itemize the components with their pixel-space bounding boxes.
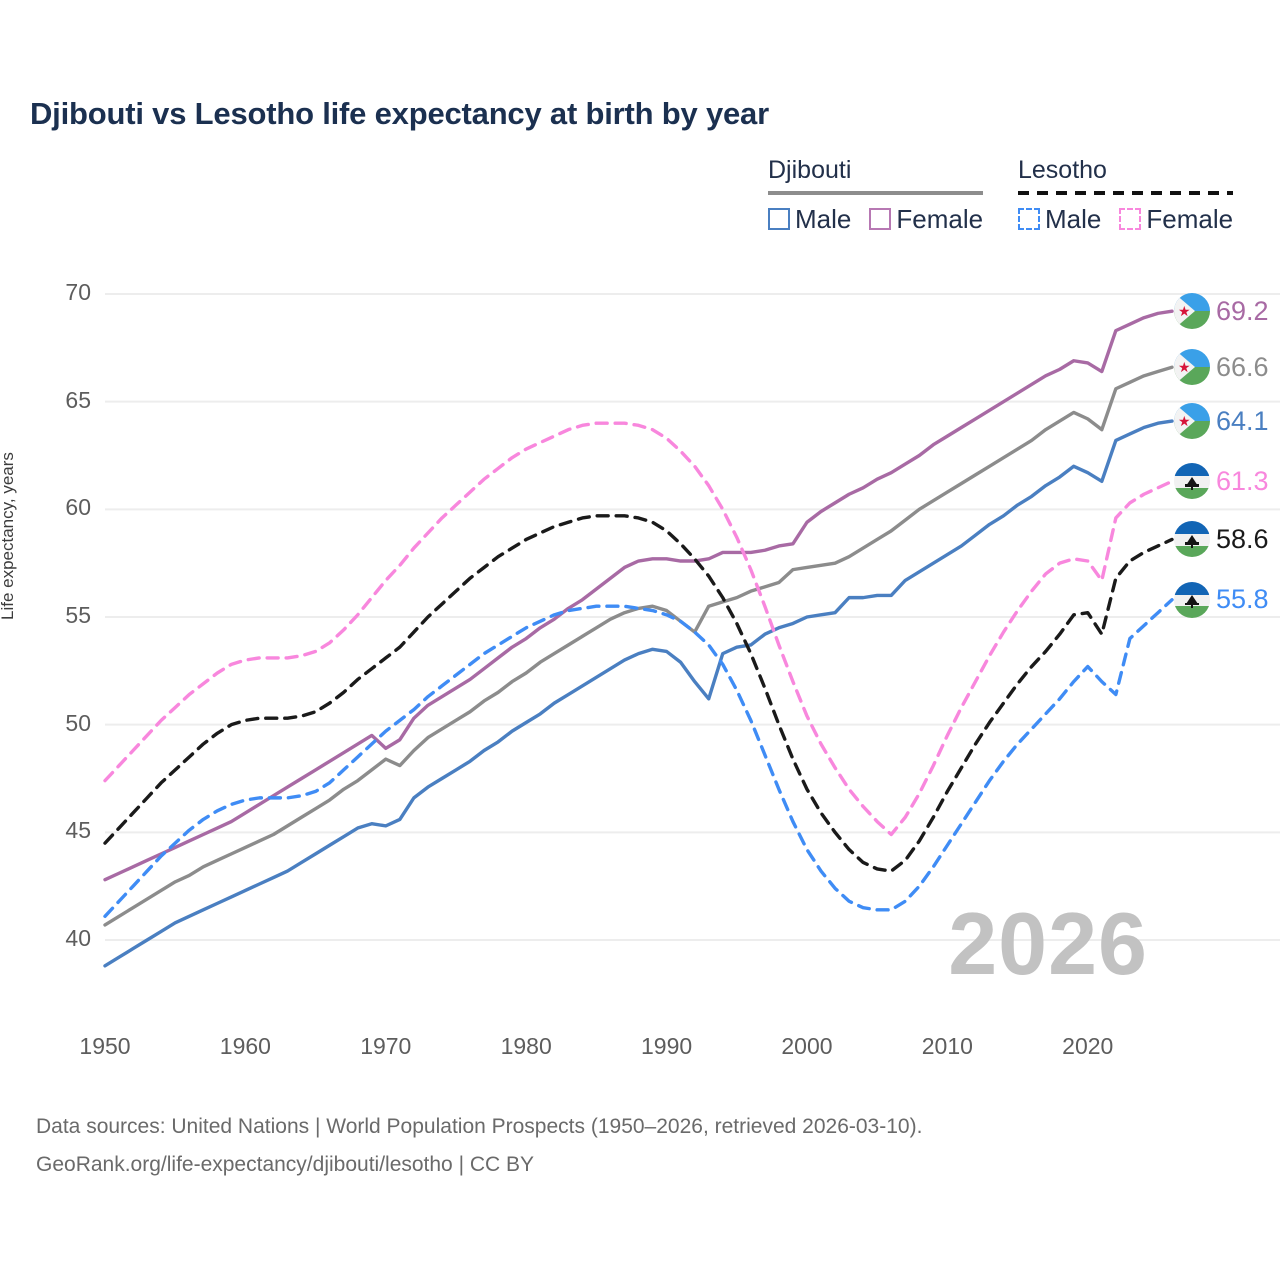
series-line-djibouti-both-sexes xyxy=(103,365,1174,927)
legend-swatch-djibouti-female xyxy=(869,208,892,230)
legend-group-lesotho: Lesotho Male Female xyxy=(1018,156,1234,232)
y-tick-label: 70 xyxy=(65,279,91,305)
x-tick-label: 2000 xyxy=(781,1033,833,1059)
end-label-value: 66.6 xyxy=(1216,351,1269,382)
legend-rule-djibouti xyxy=(768,191,984,195)
x-tick-label: 1950 xyxy=(79,1033,131,1059)
legend-swatch-lesotho-male xyxy=(1018,208,1040,230)
x-tick-label: 2020 xyxy=(1062,1033,1114,1059)
y-tick-label: 40 xyxy=(65,925,91,951)
line-chart-plot xyxy=(103,293,1280,968)
year-watermark: 2026 xyxy=(948,894,1148,993)
x-tick-label: 2010 xyxy=(921,1033,973,1059)
y-tick-label: 65 xyxy=(65,386,91,413)
djibouti-flag-icon: ★ xyxy=(1174,403,1210,440)
end-label-djibouti-both: ★ 66.6 xyxy=(1174,347,1269,387)
end-label-lesotho-male: 55.8 xyxy=(1174,580,1269,620)
legend-group-djibouti: Djibouti Male Female xyxy=(768,156,984,232)
series-line-lesotho-both-sexes xyxy=(103,514,1174,873)
legend-country-djibouti: Djibouti xyxy=(768,156,852,184)
y-tick-label: 50 xyxy=(65,709,91,736)
footer-credits: Data sources: United Nations | World Pop… xyxy=(36,1108,922,1184)
lesotho-flag-icon xyxy=(1174,581,1210,618)
lesotho-flag-icon xyxy=(1174,521,1210,558)
y-tick-label: 55 xyxy=(65,602,91,628)
end-label-value: 69.2 xyxy=(1216,295,1269,326)
legend-swatch-lesotho-female xyxy=(1119,208,1142,230)
end-label-value: 61.3 xyxy=(1216,465,1269,496)
end-label-djibouti-male: ★ 64.1 xyxy=(1174,401,1269,441)
x-tick-label: 1970 xyxy=(360,1033,412,1059)
series-line-djibouti-female xyxy=(103,309,1174,882)
end-label-lesotho-female: 61.3 xyxy=(1174,461,1269,501)
djibouti-flag-icon: ★ xyxy=(1174,349,1210,386)
end-label-lesotho-both: 58.6 xyxy=(1174,519,1269,559)
lesotho-flag-icon xyxy=(1174,463,1210,500)
legend-item-lesotho-female[interactable]: Female xyxy=(1119,206,1233,232)
footer-line-1: Data sources: United Nations | World Pop… xyxy=(36,1115,923,1138)
legend-item-lesotho-male[interactable]: Male xyxy=(1018,206,1101,232)
chart-legend: Djibouti Male Female Lesotho Male xyxy=(760,158,1260,240)
page-title: Djibouti vs Lesotho life expectancy at b… xyxy=(30,96,769,131)
legend-item-djibouti-male[interactable]: Male xyxy=(768,206,851,232)
end-label-djibouti-female: ★ 69.2 xyxy=(1174,291,1269,331)
x-tick-label: 1990 xyxy=(640,1033,693,1059)
series-line-lesotho-female xyxy=(103,421,1174,837)
x-tick-label: 1960 xyxy=(219,1033,271,1059)
legend-rule-lesotho xyxy=(1018,191,1234,195)
legend-country-lesotho: Lesotho xyxy=(1018,156,1107,184)
series-line-djibouti-male xyxy=(103,419,1174,968)
legend-item-djibouti-female[interactable]: Female xyxy=(869,206,983,232)
footer-line-2: GeoRank.org/life-expectancy/djibouti/les… xyxy=(36,1153,535,1176)
y-tick-label: 45 xyxy=(65,817,91,844)
end-label-value: 64.1 xyxy=(1216,405,1269,436)
y-tick-label: 60 xyxy=(65,494,91,521)
djibouti-flag-icon: ★ xyxy=(1174,293,1210,330)
legend-label-djibouti-male: Male xyxy=(795,204,852,234)
x-tick-label: 1980 xyxy=(500,1033,552,1059)
legend-label-lesotho-female: Female xyxy=(1146,204,1234,234)
legend-label-djibouti-female: Female xyxy=(896,204,984,234)
legend-label-lesotho-male: Male xyxy=(1045,204,1102,234)
series-line-lesotho-male xyxy=(103,598,1174,919)
legend-swatch-djibouti-male xyxy=(768,208,790,230)
end-label-value: 55.8 xyxy=(1216,584,1269,615)
end-label-value: 58.6 xyxy=(1216,523,1269,554)
